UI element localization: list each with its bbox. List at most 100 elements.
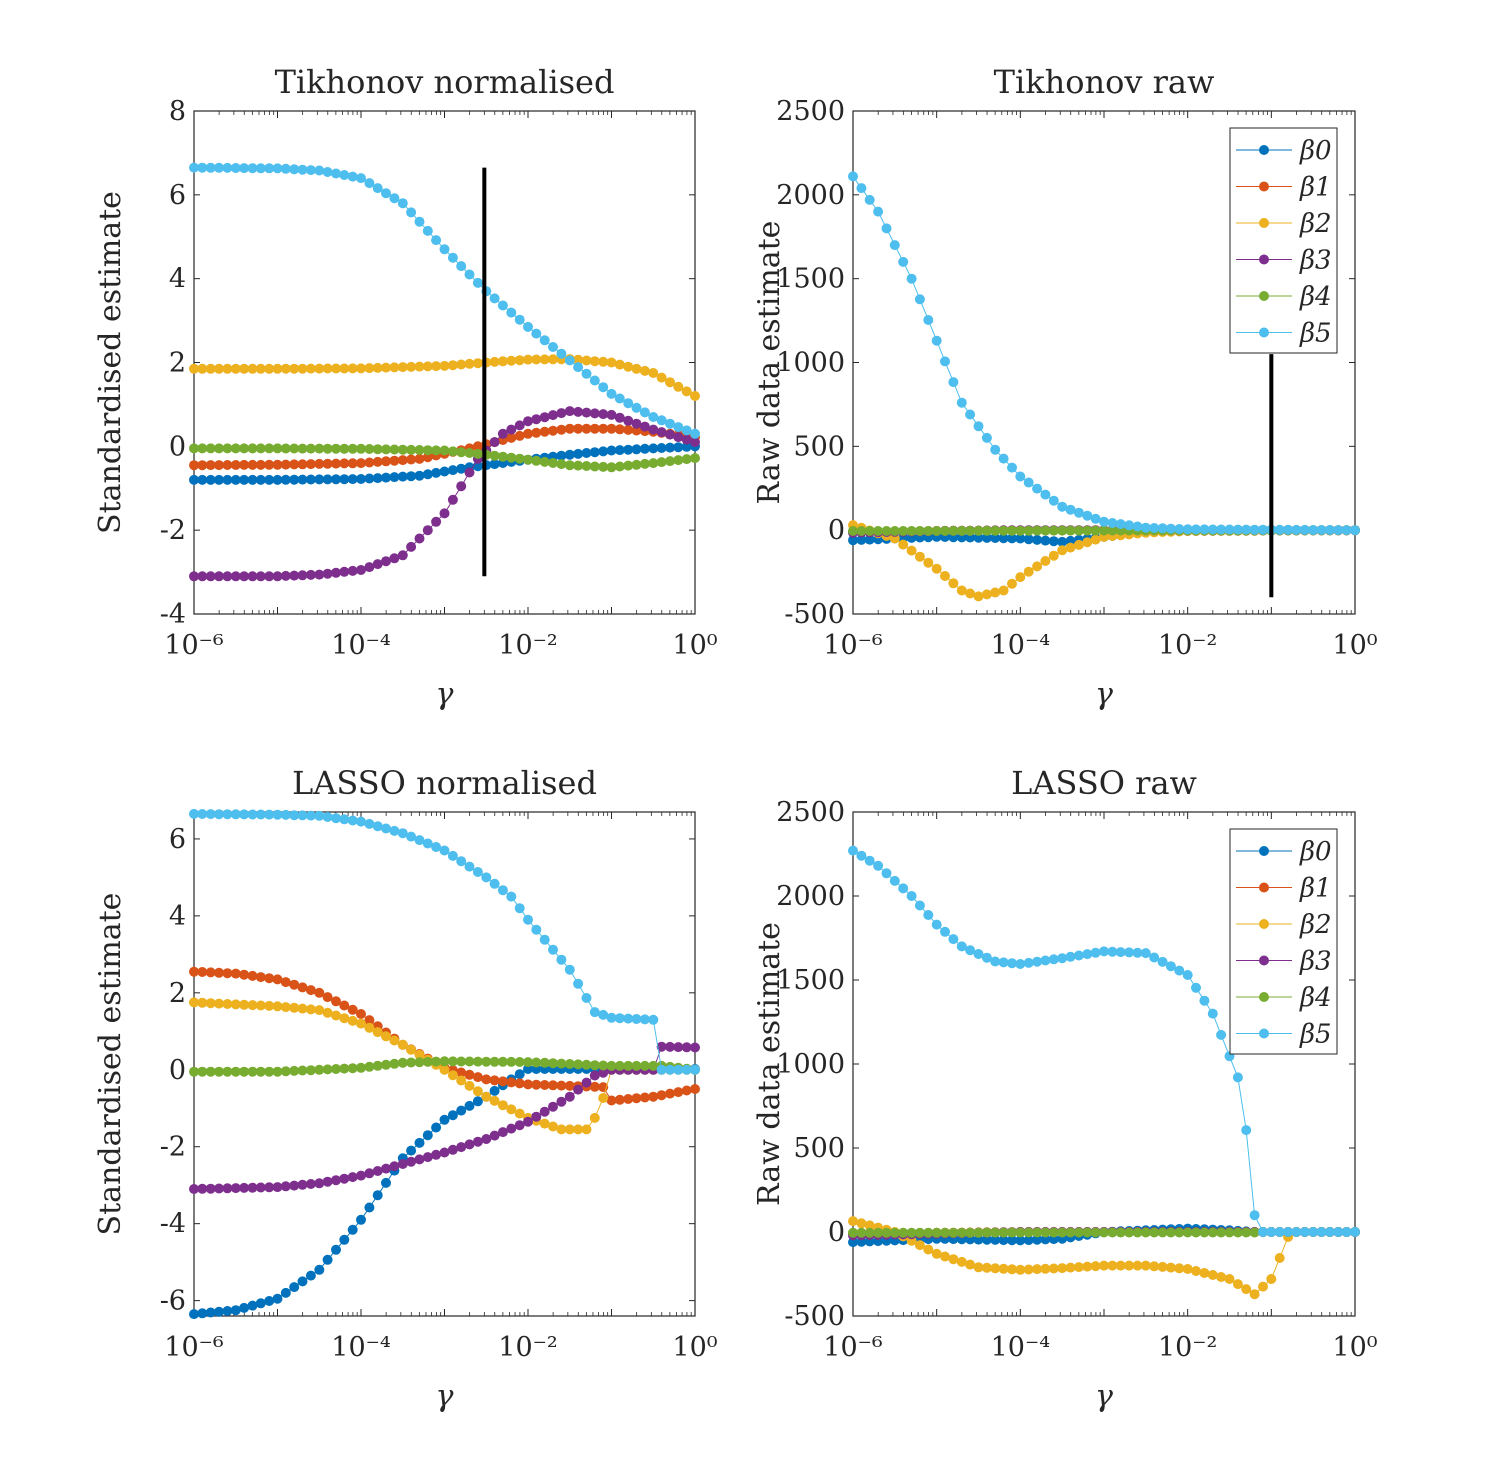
data-point [1266,1274,1276,1284]
y-tick-label: -500 [784,599,845,630]
data-point [448,465,458,475]
y-tick-label: 0 [169,431,186,462]
data-point [898,257,908,267]
data-point [982,433,992,443]
data-point [673,382,683,392]
data-point [848,1216,858,1226]
data-point [556,349,566,359]
data-point [431,1123,441,1133]
y-tick-label: 2000 [776,180,845,211]
legend-marker [1259,182,1269,192]
legend-marker [1259,291,1269,301]
data-point [932,564,942,574]
data-point [473,1086,483,1096]
data-point [890,240,900,250]
data-point [506,453,516,463]
data-point [648,1092,658,1102]
legend-marker [1259,218,1269,228]
y-tick-label: -2 [160,1132,186,1163]
data-point [306,1271,316,1281]
data-point [873,207,883,217]
data-point [974,591,984,601]
legend-marker [1259,145,1269,155]
data-point [915,901,925,911]
data-point [907,546,917,556]
x-tick-label: 10⁻⁴ [331,630,390,661]
data-point [456,856,466,866]
x-tick-label: 10⁰ [1332,630,1377,661]
data-point [673,455,683,465]
x-tick-label: 10⁻⁶ [823,630,883,661]
data-point [331,169,341,179]
data-point [1350,525,1360,535]
data-point [690,429,700,439]
x-tick-label: 10⁻² [1158,630,1217,661]
legend-label: β0 [1299,837,1332,867]
data-point [865,195,875,205]
data-point [1258,1282,1268,1292]
data-point [473,867,483,877]
data-point [356,1171,366,1181]
data-point [406,207,416,217]
data-point [498,301,508,311]
data-point [498,885,508,895]
data-point [481,872,491,882]
data-point [632,364,642,374]
y-tick-label: 2 [169,348,186,379]
data-point [1040,490,1050,500]
data-point [473,1072,483,1082]
data-point [381,824,391,834]
chart-panel-4: LASSO raw-5000500100015002000250010⁻⁶ 10⁻… [752,764,1378,1414]
y-tick-label: 0 [828,1217,845,1248]
data-point [690,391,700,401]
data-point [381,1164,391,1174]
data-point [1241,1125,1251,1135]
x-axis-label: γ [436,677,454,712]
data-point [406,1146,416,1156]
legend-label: β2 [1299,209,1332,239]
legend-label: β2 [1299,910,1332,940]
data-point [356,817,366,827]
data-point [1049,496,1059,506]
data-point [523,915,533,925]
y-axis-label: Raw data estimate [752,221,787,505]
data-point [556,425,566,435]
data-point [548,458,558,468]
chart-title: Tikhonov raw [994,63,1215,101]
data-point [456,1076,466,1086]
data-point [898,540,908,550]
data-point [1040,956,1050,966]
data-point [356,173,366,183]
data-point [465,468,475,478]
x-tick-label: 10⁻⁶ [164,1332,224,1363]
data-point [406,1045,416,1055]
data-point [415,217,425,227]
data-point [465,1101,475,1111]
data-point [999,586,1009,596]
data-point [940,927,950,937]
data-point [431,235,441,245]
data-point [440,467,450,477]
data-point [1216,1030,1226,1040]
data-point [465,862,475,872]
data-point [548,1102,558,1112]
y-tick-label: 4 [169,901,186,932]
data-point [473,1096,483,1106]
data-point [682,1086,692,1096]
data-point [415,454,425,464]
data-point [548,410,558,420]
data-point [890,876,900,886]
data-point [448,1070,458,1080]
data-point [540,335,550,345]
data-point [1124,520,1134,530]
data-point [565,355,575,365]
x-tick-label: 10⁻⁶ [164,630,224,661]
data-point [865,856,875,866]
data-point [506,308,516,318]
data-point [948,578,958,588]
data-point [356,1063,366,1073]
data-point [923,910,933,920]
data-point [531,925,541,935]
data-point [465,270,475,280]
legend-label: β1 [1299,173,1332,203]
